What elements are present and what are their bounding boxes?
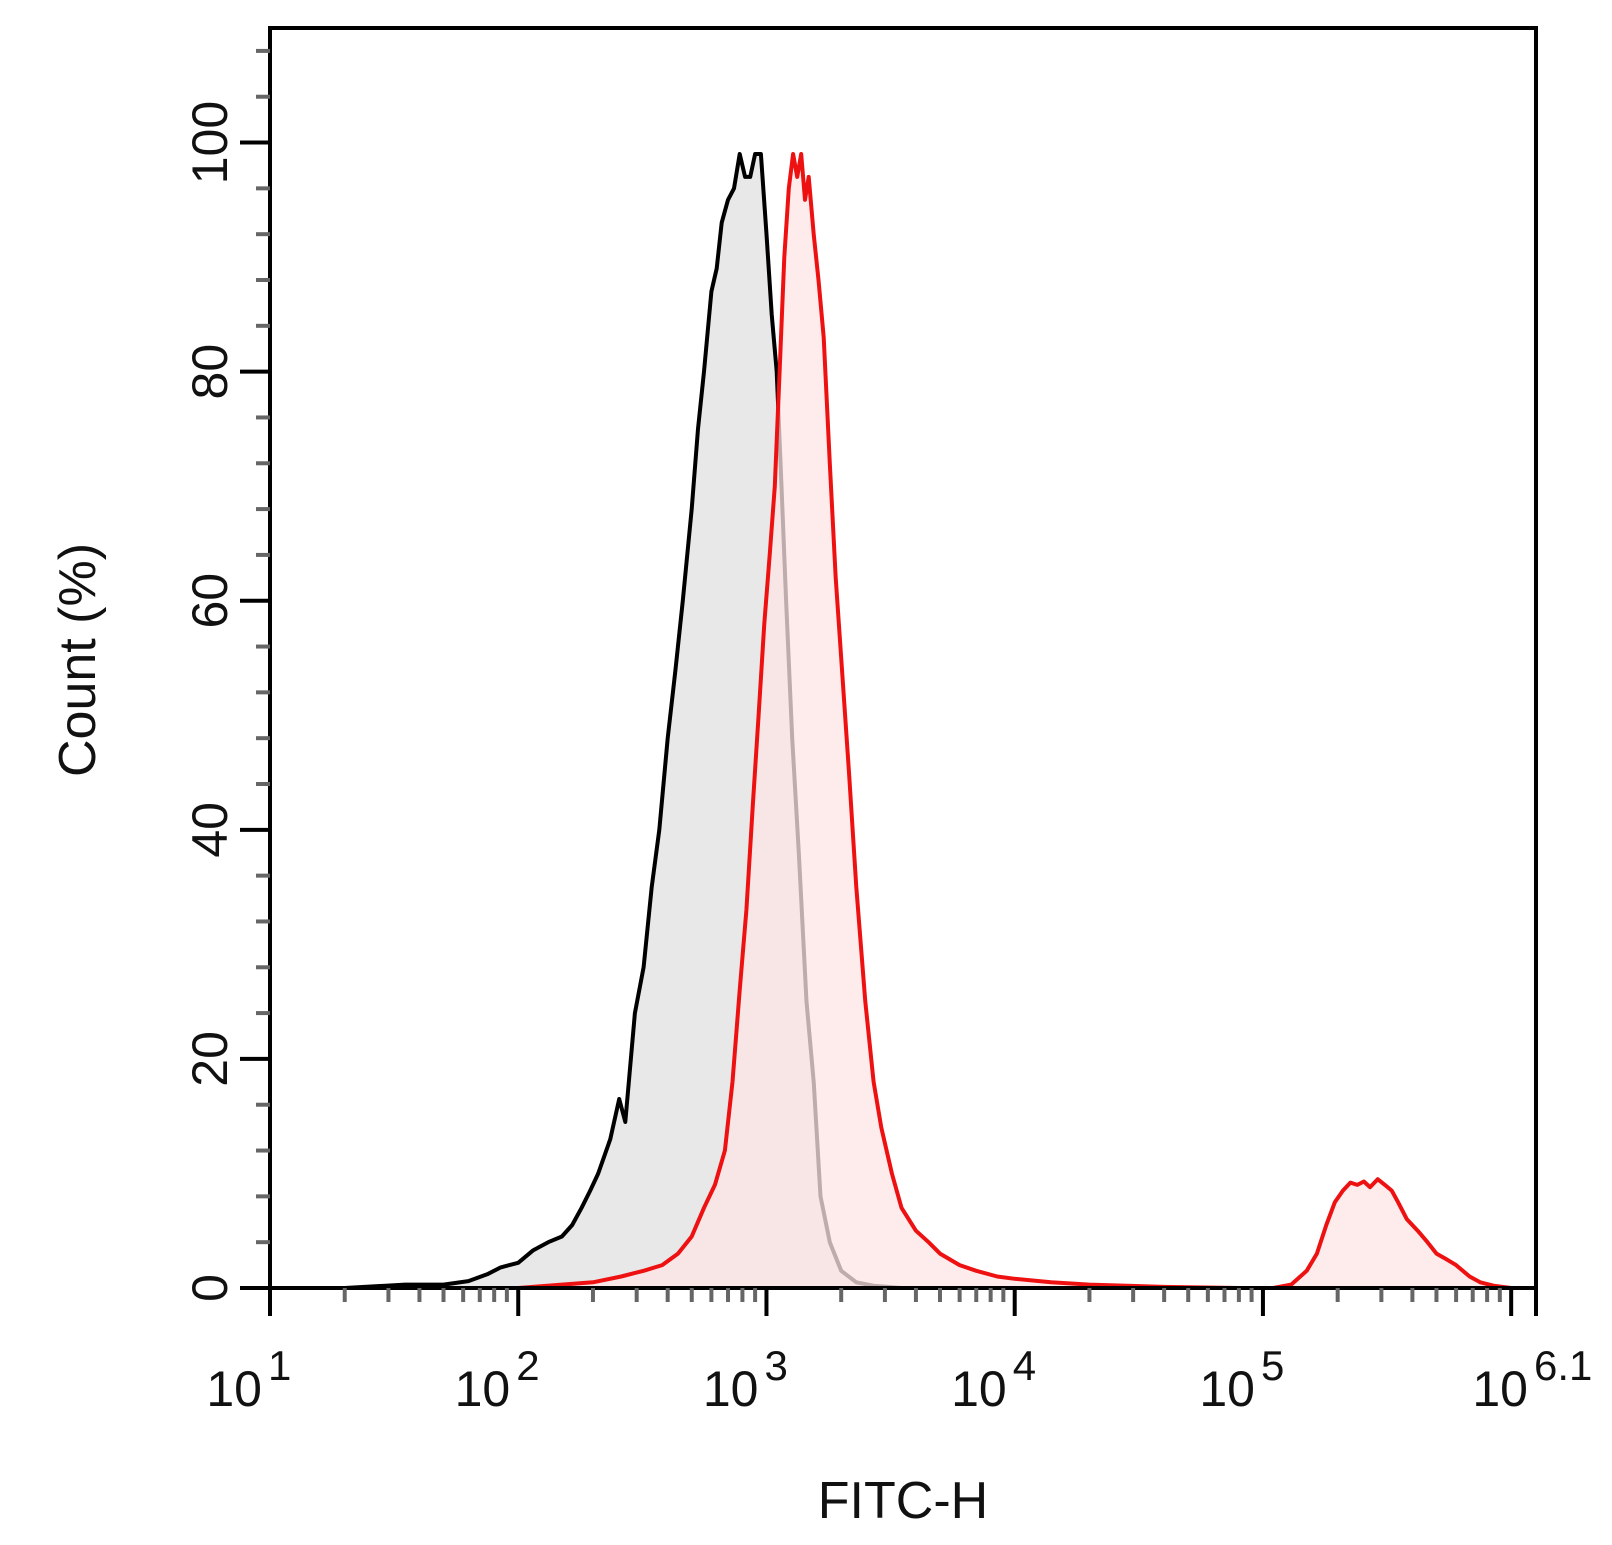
y-tick-label: 80 xyxy=(182,344,238,400)
y-tick-label: 20 xyxy=(182,1031,238,1087)
x-tick-label-exponent: 1 xyxy=(268,1342,291,1389)
y-tick-label: 0 xyxy=(182,1274,238,1302)
y-tick-label: 40 xyxy=(182,802,238,858)
y-tick-label: 100 xyxy=(182,101,238,184)
y-axis-title: Count (%) xyxy=(49,543,107,777)
x-tick-label-exponent: 4 xyxy=(1013,1342,1036,1389)
x-tick-label-base: 10 xyxy=(951,1361,1007,1417)
plot-frame xyxy=(268,26,1538,1290)
series-1-line xyxy=(270,152,1536,1290)
x-tick-label-exponent: 6.1 xyxy=(1534,1342,1592,1389)
series-1-area xyxy=(270,154,1536,1288)
x-tick-label-base: 10 xyxy=(1472,1361,1528,1417)
x-tick-label-base: 10 xyxy=(455,1361,511,1417)
series-2-line xyxy=(270,152,1536,1290)
x-tick-label-exponent: 2 xyxy=(516,1342,539,1389)
x-tick-label-base: 10 xyxy=(206,1361,262,1417)
series-layer xyxy=(270,152,1536,1290)
y-tick-label: 60 xyxy=(182,573,238,629)
x-tick-label-base: 10 xyxy=(703,1361,759,1417)
x-tick-label-exponent: 3 xyxy=(764,1342,787,1389)
y-axis: 0 20 40 60 80 100 xyxy=(182,48,270,1302)
series-2-area xyxy=(270,154,1536,1288)
x-tick-label-exponent: 5 xyxy=(1261,1342,1284,1389)
x-axis: 10 1 10 2 10 3 10 4 10 5 10 6.1 xyxy=(206,1288,1592,1417)
x-tick-label-base: 10 xyxy=(1199,1361,1255,1417)
x-axis-title: FITC-H xyxy=(818,1472,988,1530)
